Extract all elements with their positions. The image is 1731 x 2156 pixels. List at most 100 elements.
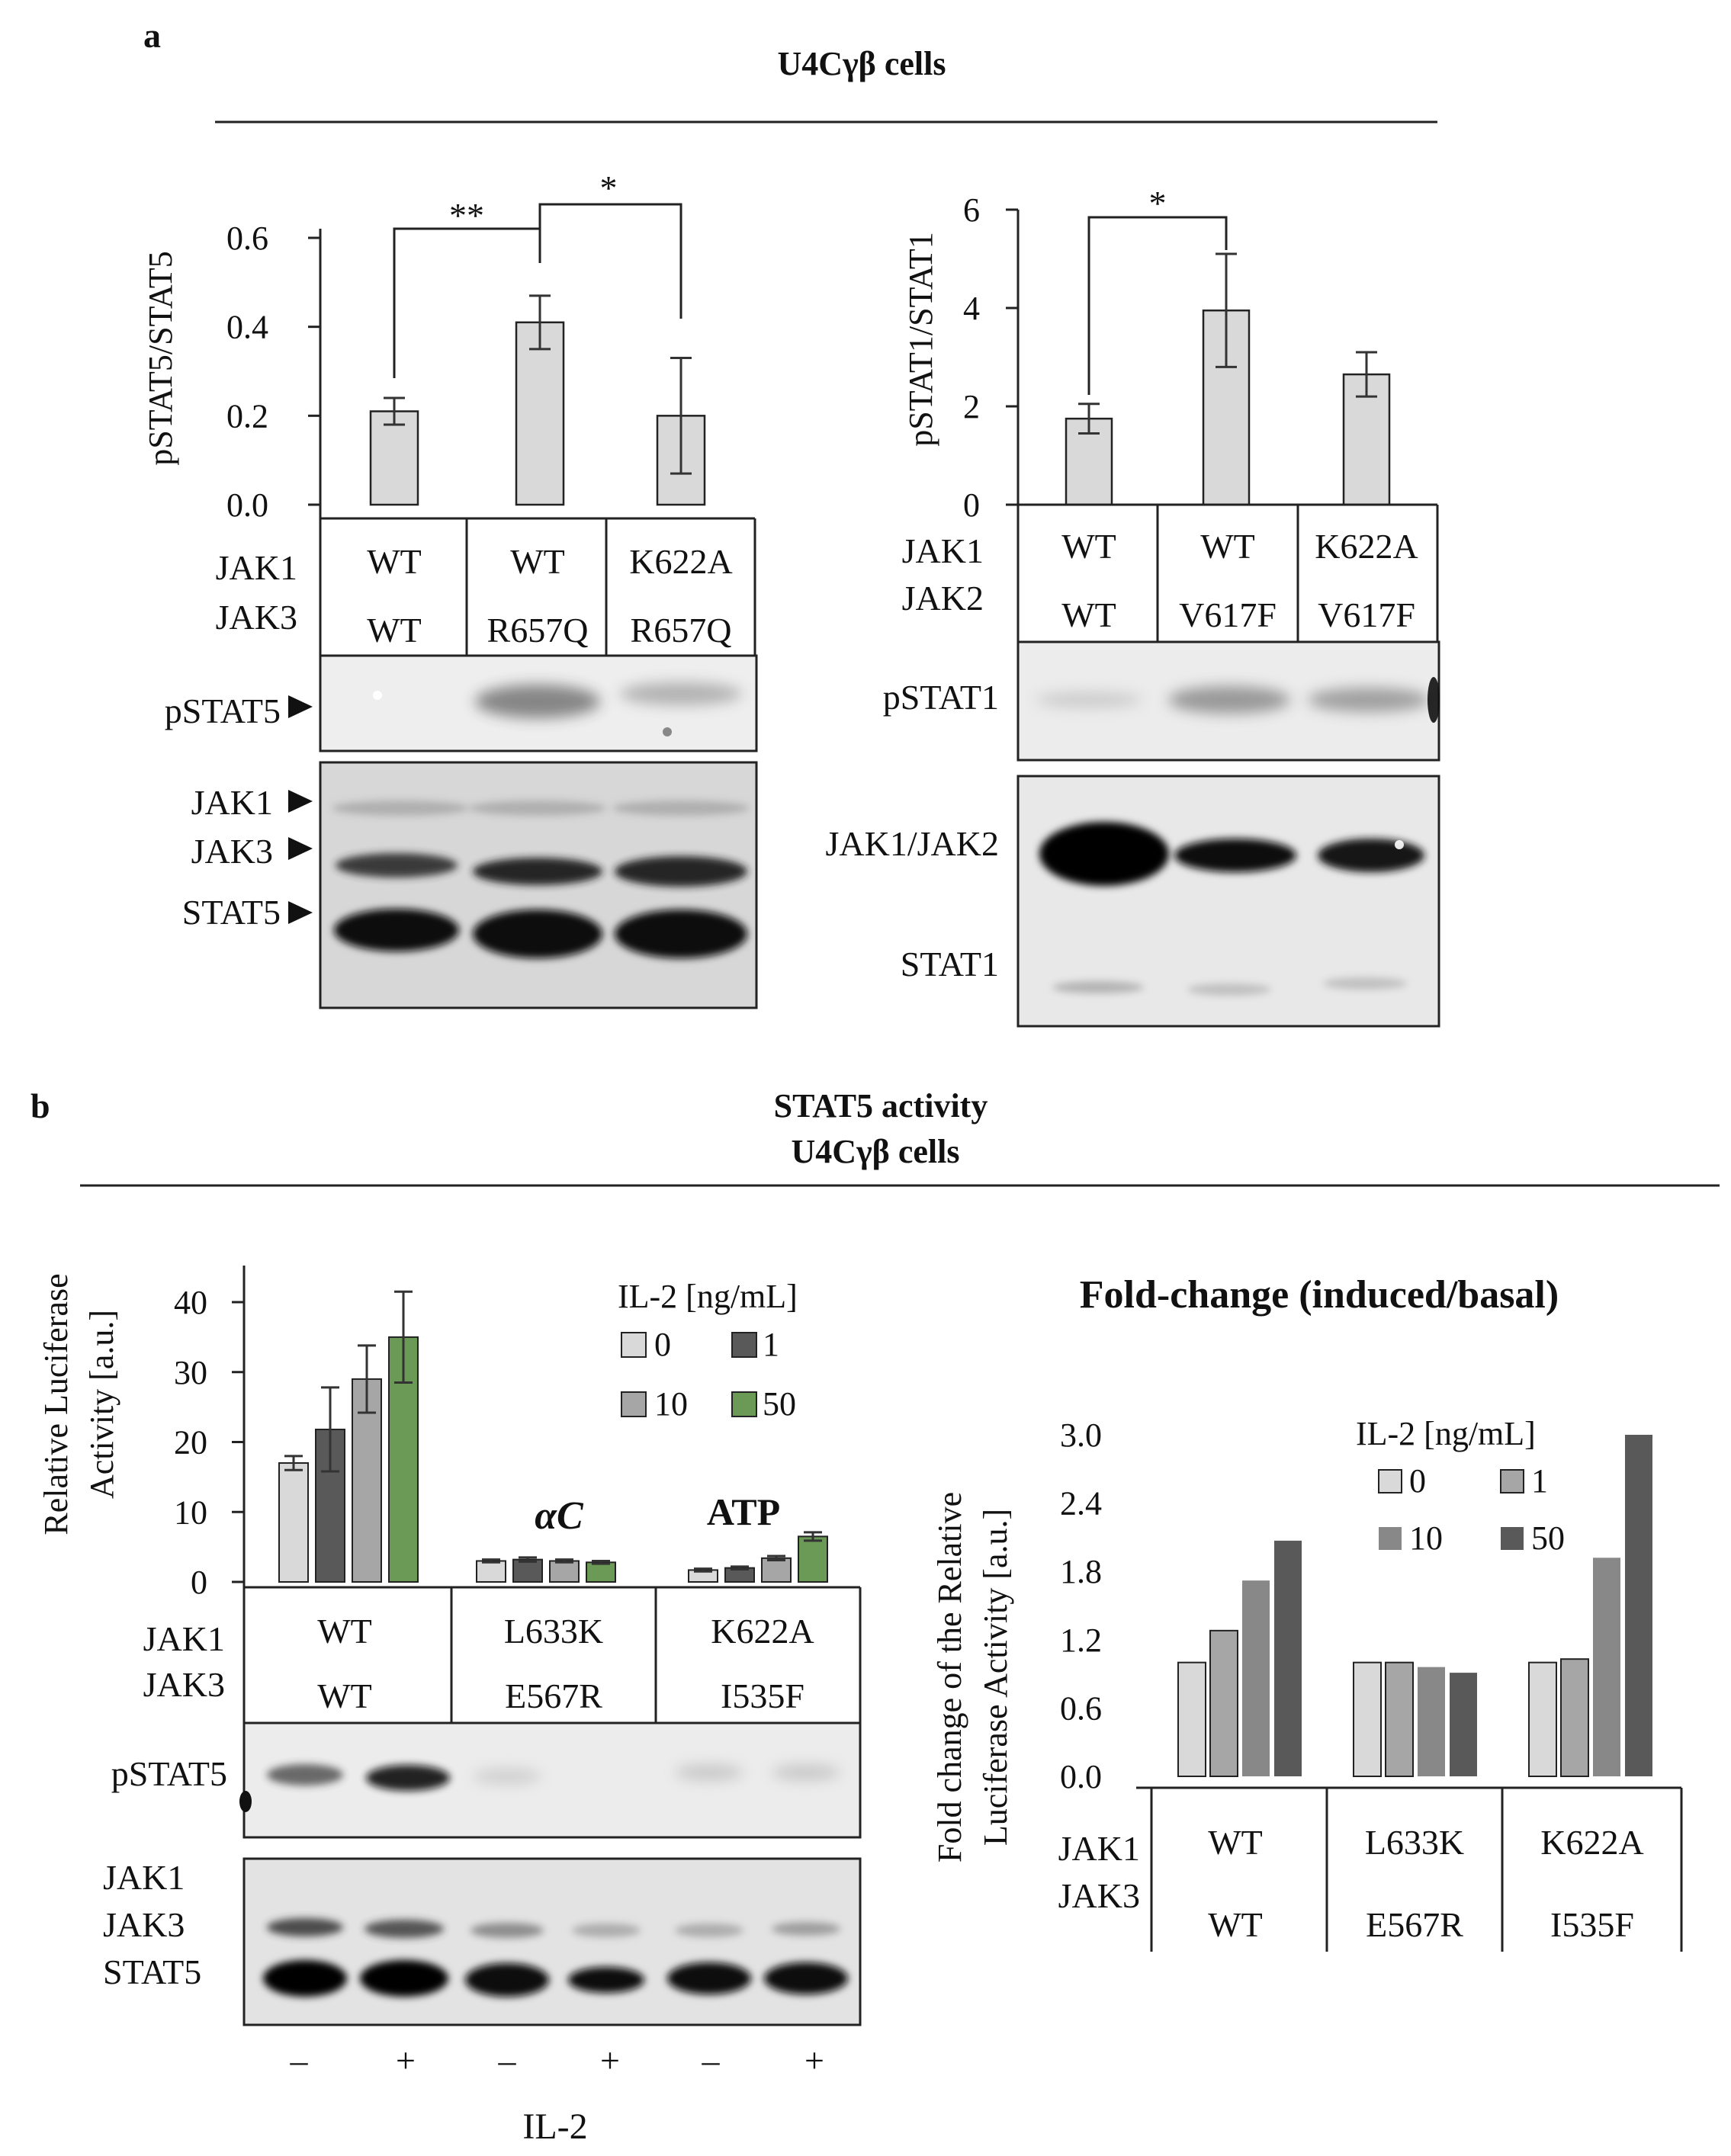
arrowhead-icon <box>288 837 313 860</box>
significance-label-2: * <box>600 168 618 207</box>
bar <box>1593 1558 1620 1776</box>
genotype-cell: I535F <box>1550 1905 1634 1944</box>
row-label-jak3: JAK3 <box>1058 1876 1140 1915</box>
significance-bracket-2: * <box>538 168 682 319</box>
bar <box>586 1561 616 1583</box>
y-tick-label: 1.2 <box>1060 1622 1102 1659</box>
y-tick-label: 0.6 <box>1060 1689 1102 1727</box>
significance-bracket-3: * <box>1087 184 1228 395</box>
genotype-cell: E567R <box>1366 1905 1463 1944</box>
legend-swatch <box>621 1391 647 1417</box>
chart-b-right-bars <box>1177 1435 1652 1778</box>
panel-a-header: U4Cγβ cells <box>778 45 946 82</box>
bar <box>278 1462 309 1583</box>
row-label-jak2: JAK2 <box>902 579 984 618</box>
bar <box>1209 1629 1238 1777</box>
y-tick-label: 20 <box>174 1424 207 1461</box>
genotype-cell: WT <box>1200 527 1255 566</box>
row-label-jak1: JAK1 <box>143 1619 225 1658</box>
genotype-cell: K622A <box>711 1612 814 1651</box>
legend-b-left: IL-2 [ng/mL] 0 1 10 50 <box>618 1278 798 1423</box>
y-tick-label: 2.4 <box>1060 1485 1102 1522</box>
chart-a-left-ticks: 0.0 0.2 0.4 0.6 <box>226 220 320 524</box>
blot-label-jak3: JAK3 <box>103 1905 185 1944</box>
chart-b-right-ylabel-2: Luciferase Activity [a.u.] <box>977 1509 1014 1846</box>
chart-b-right-title: Fold-change (induced/basal) <box>1080 1273 1559 1317</box>
il2-sign: – <box>498 2041 517 2080</box>
genotype-cell: R657Q <box>487 611 589 650</box>
bar <box>1625 1435 1652 1776</box>
bar <box>512 1558 543 1583</box>
group-annotation-alpha-c: αC <box>535 1494 584 1538</box>
y-tick-label: 40 <box>174 1284 207 1321</box>
genotype-cell: WT <box>1061 595 1116 634</box>
y-tick-label: 10 <box>174 1493 207 1531</box>
genotype-cell: I535F <box>721 1676 804 1715</box>
legend-title: IL-2 [ng/mL] <box>618 1278 798 1315</box>
blot-label-jak1-jak2: JAK1/JAK2 <box>826 824 999 863</box>
blot-label-pstat5: pSTAT5 <box>165 691 281 730</box>
bar <box>1450 1673 1477 1776</box>
row-label-jak1: JAK1 <box>216 548 297 587</box>
y-tick-label: 1.8 <box>1060 1553 1102 1590</box>
bar <box>1242 1580 1270 1776</box>
legend-swatch <box>1379 1527 1402 1550</box>
blot-a-left-pstat5: pSTAT5 <box>165 654 758 752</box>
legend-label: 10 <box>1409 1519 1443 1557</box>
y-tick-label: 3.0 <box>1060 1416 1102 1454</box>
chart-a-left-bars <box>369 294 706 506</box>
legend-swatch <box>1500 1469 1524 1493</box>
genotype-table-b-right: JAK1 JAK3 WT L633K K622A WT E567R I535F <box>1058 1788 1683 1952</box>
legend-swatch <box>1378 1469 1402 1493</box>
blot-a-left-jak-stat5: JAK1 JAK3 STAT5 <box>182 761 758 1009</box>
panel-b-letter: b <box>31 1086 50 1125</box>
genotype-cell: K622A <box>629 542 732 581</box>
arrowhead-icon <box>288 695 313 718</box>
significance-label-3: * <box>1149 184 1167 223</box>
blot-a-right-jak-stat1: JAK1/JAK2 STAT1 <box>826 775 1440 1028</box>
y-tick-label: 0.0 <box>1060 1758 1102 1795</box>
bar <box>1560 1658 1589 1778</box>
chart-b-left-ticks: 0 10 20 30 40 <box>174 1284 244 1601</box>
genotype-cell: WT <box>367 611 422 650</box>
legend-title: IL-2 [ng/mL] <box>1356 1415 1536 1452</box>
il2-sign: + <box>396 2041 416 2080</box>
bar <box>1177 1661 1206 1778</box>
blot-label-jak1: JAK1 <box>191 783 273 822</box>
genotype-cell: WT <box>317 1612 372 1651</box>
blot-b-left-pstat5: pSTAT5 <box>111 1721 862 1839</box>
blot-a-right-pstat1: pSTAT1 <box>883 640 1440 762</box>
genotype-cell: WT <box>1208 1823 1263 1862</box>
chart-b-left-ylabel-1: Relative Luciferase <box>37 1273 75 1535</box>
row-label-jak3: JAK3 <box>143 1665 225 1704</box>
legend-label: 1 <box>763 1326 779 1363</box>
legend-swatch <box>621 1332 647 1358</box>
bar <box>476 1560 506 1583</box>
panel-a-letter: a <box>143 16 161 55</box>
genotype-cell: L633K <box>1365 1823 1464 1862</box>
chart-b-right-ticks: 0.0 0.6 1.2 1.8 2.4 3.0 <box>1060 1416 1102 1795</box>
bar <box>1528 1661 1557 1778</box>
il2-sign: – <box>290 2041 309 2080</box>
genotype-cell: K622A <box>1315 527 1418 566</box>
legend-label: 50 <box>763 1385 796 1423</box>
genotype-cell: WT <box>1061 527 1116 566</box>
chart-b-left-bars <box>278 1290 828 1583</box>
blot-b-left-jak-stat5: JAK1 JAK3 STAT5 <box>103 1857 862 2026</box>
bar <box>1418 1667 1445 1776</box>
genotype-cell: WT <box>1208 1905 1263 1944</box>
chart-b-right: Fold-change (induced/basal) Fold change … <box>931 1273 1683 1952</box>
il2-sign: + <box>600 2041 620 2080</box>
bar <box>798 1535 828 1583</box>
genotype-cell: L633K <box>504 1612 603 1651</box>
panel-b-header-line1: STAT5 activity <box>774 1087 988 1125</box>
il2-treatment-row: – + – + – + IL-2 <box>290 2041 824 2147</box>
genotype-cell: V617F <box>1179 595 1277 634</box>
genotype-cell: R657Q <box>631 611 732 650</box>
blot-label-jak1: JAK1 <box>103 1858 185 1897</box>
genotype-table-a-right: JAK1 JAK2 WT WT K622A WT V617F V617F <box>902 503 1439 643</box>
bar <box>1274 1540 1302 1776</box>
chart-a-left: pSTAT5/STAT5 0.0 0.2 0.4 0.6 ** * JAK1 JAK3… <box>142 168 756 657</box>
significance-bracket-1: ** <box>393 196 541 378</box>
legend-b-right: IL-2 [ng/mL] 0 1 10 50 <box>1356 1415 1565 1557</box>
